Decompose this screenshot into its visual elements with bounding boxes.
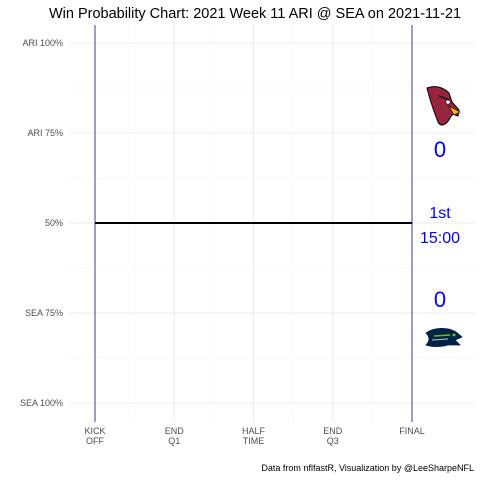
y-tick-label: 50% <box>45 218 63 228</box>
y-tick-label: ARI 75% <box>27 128 63 138</box>
x-tick-label: KICK OFF <box>84 426 105 446</box>
y-tick-label: SEA 100% <box>20 398 63 408</box>
x-axis-labels: KICK OFF END Q1 HALF TIME END Q3 FINAL <box>84 426 424 446</box>
x-tick-label: FINAL <box>399 426 425 436</box>
y-tick-label: ARI 100% <box>22 38 63 48</box>
chart-caption: Data from nflfastR, Visualization by @Le… <box>261 463 474 473</box>
game-quarter: 1st <box>429 205 451 222</box>
home-score: 0 <box>434 287 446 312</box>
away-score: 0 <box>434 137 446 162</box>
x-tick-label: END Q1 <box>165 426 185 446</box>
x-tick-label: HALF TIME <box>242 426 266 446</box>
y-tick-label: SEA 75% <box>25 308 63 318</box>
cardinals-logo-icon <box>426 86 461 126</box>
y-axis-labels: ARI 100% ARI 75% 50% SEA 75% SEA 100% <box>20 38 63 408</box>
x-tick-label: END Q3 <box>323 426 343 446</box>
chart-title: Win Probability Chart: 2021 Week 11 ARI … <box>49 6 461 22</box>
seahawks-logo-icon <box>425 327 463 347</box>
game-clock: 15:00 <box>420 230 460 247</box>
